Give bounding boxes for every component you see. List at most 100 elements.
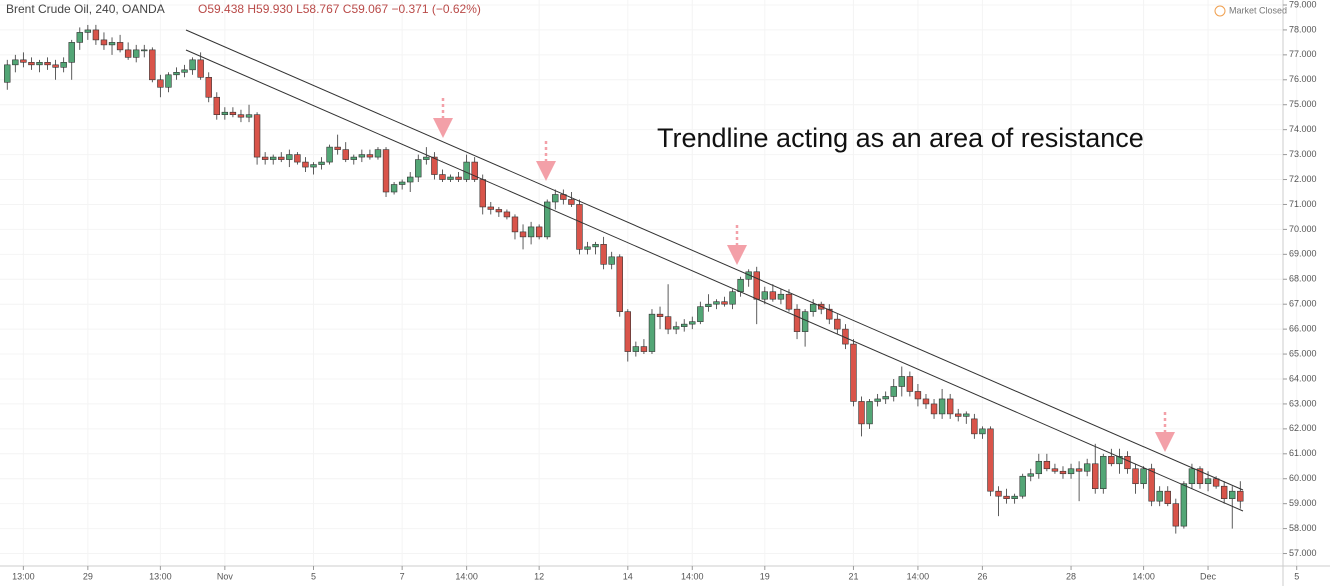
candle-body [181,69,188,73]
candle-body [302,161,309,168]
candle-body [495,209,503,213]
candle-body [213,96,220,115]
candle-body [777,293,785,300]
candle-body [44,62,51,66]
candle-body [221,111,229,115]
status-icon [1214,5,1226,17]
candle-body [1196,468,1204,485]
candle-body [519,231,527,238]
x-tick-label: 28 [1066,571,1076,581]
candle-body [681,323,688,327]
candle-body [1212,478,1220,487]
candle-body [52,64,59,68]
y-tick-label: 79.000 [1289,0,1317,9]
candle-body [729,291,736,305]
ohlc-legend: O59.438 H59.930 L58.767 C59.067 −0.371 (… [198,2,481,16]
candle-body [809,303,817,312]
candle-body [785,293,793,310]
candle-body [971,418,978,435]
candle-body [1124,455,1131,470]
candle-body [826,308,833,320]
candle-body [439,174,446,180]
candle-body [431,156,438,175]
candle-body [4,64,11,83]
candle-body [229,111,237,115]
x-tick-label: 14:00 [681,571,704,581]
y-tick-label: 67.000 [1289,299,1317,309]
candle-body [576,204,583,250]
candle-body [616,256,623,312]
x-tick-label: 5 [311,571,316,581]
x-tick-label: 7 [400,571,405,581]
candle-body [165,74,172,88]
candle-body [568,199,575,205]
candle-body [28,62,35,66]
candle-body [253,114,261,158]
candle-body [1229,490,1236,499]
candle-body [157,79,164,88]
candle-body [624,311,632,352]
candle-body [68,42,75,63]
candle-body [946,398,954,415]
candle-body [1027,473,1034,477]
candle-body [1140,468,1147,485]
x-tick-label: 14:00 [907,571,930,581]
candle-body [1180,483,1188,527]
candle-body [640,346,648,352]
y-tick-label: 78.000 [1289,24,1317,34]
candle-body [552,194,559,203]
x-tick-label: Dec [1200,571,1217,581]
candle-body [801,311,809,332]
candle-body [245,114,253,118]
candle-body [1100,455,1107,490]
x-tick-label: 12 [534,571,544,581]
candle-body [374,149,382,158]
candle-body [858,401,865,425]
y-tick-label: 60.000 [1289,473,1317,483]
x-tick-label: 14 [623,571,633,581]
candle-body [124,49,132,58]
y-tick-label: 65.000 [1289,348,1317,358]
candle-body [20,59,27,63]
candle-body [632,346,640,352]
candle-body [382,149,390,193]
candle-body [672,326,680,330]
y-tick-label: 73.000 [1289,149,1317,159]
candle-body [1116,455,1123,465]
y-tick-label: 74.000 [1289,124,1317,134]
candle-body [705,303,712,307]
candle-body [1035,460,1043,475]
candle-body [721,301,728,305]
y-tick-label: 64.000 [1289,373,1317,383]
candle-body [60,62,67,68]
annotation: Trendline acting as an area of resistanc… [657,123,1144,153]
y-tick-label: 68.000 [1289,274,1317,284]
plot-area [0,0,1298,566]
y-tick-label: 63.000 [1289,398,1317,408]
candle-body [132,49,140,58]
candle-body [906,376,914,392]
candle-body [294,154,301,163]
candle-body [745,271,752,280]
y-tick-label: 76.000 [1289,74,1317,84]
candle-body [713,301,720,305]
candle-body [366,154,374,158]
candle-body [1051,468,1059,472]
candle-body [995,490,1002,497]
candle-body [479,179,486,208]
candle-body [455,176,462,180]
candle-body [793,308,801,332]
candle-body [527,226,535,238]
candle-body [1132,468,1139,485]
candle-body [447,176,454,180]
y-tick-label: 72.000 [1289,174,1317,184]
candle-body [834,318,841,330]
candle-body [1083,463,1091,472]
candle-body [487,206,494,210]
candle-body [850,343,857,402]
candle-body [270,156,277,160]
candle-body [326,146,333,163]
candle-body [866,401,873,425]
x-tick-label: 13:00 [149,571,172,581]
